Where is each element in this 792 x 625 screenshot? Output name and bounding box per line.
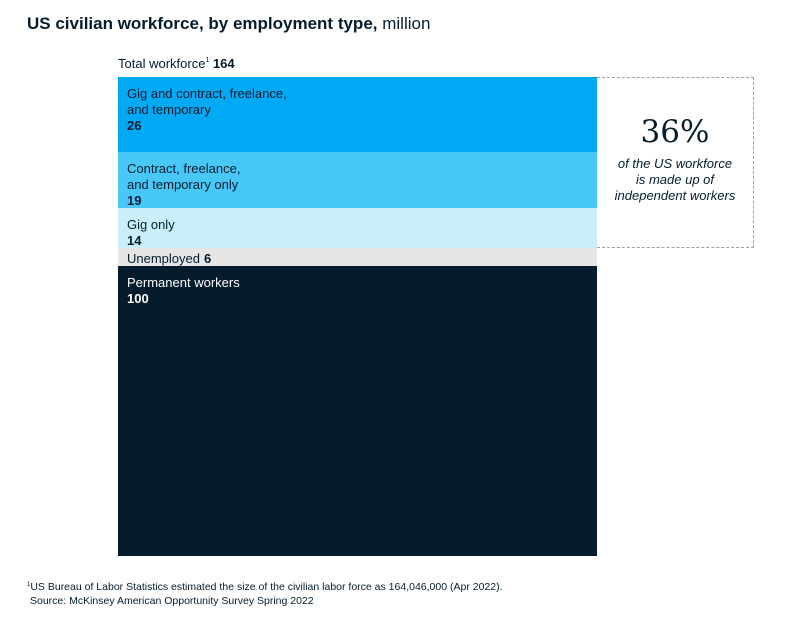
callout-percent: 36% — [640, 114, 710, 150]
independent-workers-callout: 36% of the US workforce is made up of in… — [597, 77, 754, 248]
footnote-line: 1US Bureau of Labor Statistics estimated… — [27, 581, 503, 593]
segment-value: 6 — [204, 251, 212, 267]
bar-segment-permanent: Permanent workers 100 — [118, 265, 597, 556]
segment-label: Unemployed — [127, 251, 200, 267]
segment-label: Gig and contract, freelance, and tempora… — [127, 86, 287, 117]
segment-label: Gig only — [127, 216, 175, 232]
footnote-mark: 1 — [27, 582, 31, 588]
bar-segment-unemployed: Unemployed 6 — [118, 248, 597, 267]
bar-segment-gig-and-contract: Gig and contract, freelance, and tempora… — [118, 77, 597, 153]
chart-title-unit: million — [382, 14, 431, 33]
footnote-text: US Bureau of Labor Statistics estimated … — [30, 581, 503, 593]
footnote: 1US Bureau of Labor Statistics estimated… — [27, 578, 503, 608]
bar-segment-contract-only: Contract, freelance, and temporary only 1… — [118, 152, 597, 209]
chart-title: US civilian workforce, by employment typ… — [27, 14, 430, 34]
total-footnote-mark: 1 — [205, 57, 210, 64]
total-workforce-label: Total workforce1 164 — [118, 56, 235, 71]
segment-label: Permanent workers — [127, 274, 240, 290]
segment-value: 19 — [127, 193, 142, 209]
total-label: Total workforce — [118, 56, 206, 71]
callout-text: of the US workforce is made up of indepe… — [614, 156, 736, 203]
chart-title-main: US civilian workforce, by employment typ… — [27, 14, 378, 33]
source-note: Source: McKinsey American Opportunity Su… — [30, 595, 314, 607]
stacked-bar: Gig and contract, freelance, and tempora… — [118, 77, 597, 556]
segment-label: Contract, freelance, and temporary only — [127, 161, 241, 193]
segment-value: 100 — [127, 290, 149, 306]
bar-segment-gig-only: Gig only 14 — [118, 207, 597, 249]
segment-value: 14 — [127, 232, 142, 248]
total-value: 164 — [212, 56, 235, 71]
segment-value: 26 — [127, 118, 142, 133]
